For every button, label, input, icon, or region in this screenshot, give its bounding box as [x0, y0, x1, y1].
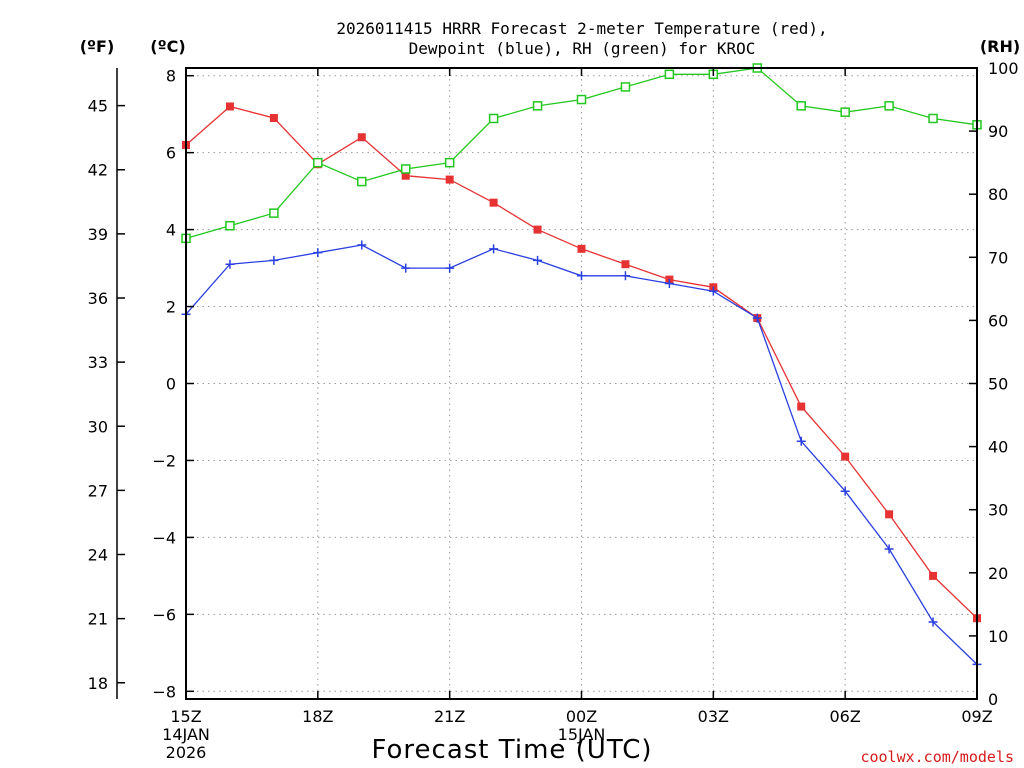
- rh-tick-label: 80: [988, 185, 1008, 204]
- x-tick-sublabel: 14JAN: [162, 725, 210, 744]
- celsius-unit-label: (ºC): [150, 37, 185, 56]
- x-tick-sublabel: 2026: [166, 743, 207, 762]
- fahrenheit-tick-label: 36: [88, 289, 108, 308]
- rh-point: [620, 82, 631, 92]
- dewpoint-point: [269, 255, 279, 265]
- fahrenheit-tick-label: 30: [88, 417, 108, 436]
- rh-tick-label: 90: [988, 122, 1008, 141]
- rh-point: [664, 69, 675, 80]
- temperature-point: [401, 171, 410, 180]
- rh-point: [488, 113, 499, 124]
- rh-point: [400, 164, 411, 174]
- rh-tick-label: 20: [988, 564, 1008, 583]
- x-tick-label: 15Z: [170, 707, 201, 726]
- temperature-point: [621, 260, 630, 269]
- rh-point: [796, 101, 806, 111]
- dewpoint-point: [533, 255, 543, 265]
- dewpoint-point: [225, 259, 235, 269]
- rh-unit-label: (RH): [980, 37, 1020, 56]
- fahrenheit-tick-label: 33: [88, 353, 108, 372]
- temperature-point: [225, 102, 234, 111]
- dewpoint-point: [796, 436, 806, 446]
- series-layer: [181, 63, 982, 669]
- rh-tick-label: 100: [988, 59, 1019, 78]
- chart-title-line1: 2026011415 HRRR Forecast 2-meter Tempera…: [336, 19, 827, 38]
- dewpoint-point: [313, 248, 323, 258]
- fahrenheit-tick-label: 45: [88, 97, 108, 116]
- dewpoint-point: [489, 244, 499, 254]
- grid: [186, 68, 977, 699]
- celsius-tick-label: 0: [166, 375, 176, 394]
- x-axis-label: Forecast Time (UTC): [371, 735, 652, 765]
- temperature-point: [885, 510, 894, 519]
- credit-text: coolwx.com/models: [860, 748, 1014, 766]
- celsius-tick-label: −8: [152, 682, 176, 701]
- fahrenheit-tick-label: 24: [88, 546, 108, 565]
- chart-title-line2: Dewpoint (blue), RH (green) for KROC: [409, 39, 756, 58]
- celsius-tick-label: 4: [166, 221, 176, 240]
- dewpoint-point: [840, 486, 850, 496]
- temperature-point: [797, 402, 806, 411]
- rh-series-line: [185, 67, 978, 240]
- temperature-point: [357, 133, 366, 142]
- rh-point: [532, 101, 543, 111]
- rh-point: [357, 176, 367, 187]
- fahrenheit-tick-label: 18: [88, 674, 108, 693]
- fahrenheit-tick-label: 39: [88, 225, 108, 244]
- temperature-point: [841, 452, 850, 461]
- temperature-point: [533, 225, 542, 234]
- temperature-point: [445, 175, 454, 184]
- x-tick-sublabel: 15JAN: [558, 725, 606, 744]
- rh-tick-label: 50: [988, 375, 1008, 394]
- dewpoint-point: [708, 286, 718, 296]
- rh-tick-label: 40: [988, 438, 1008, 457]
- dewpoint-point: [664, 278, 674, 288]
- x-tick-label: 06Z: [830, 707, 861, 726]
- celsius-tick-label: 2: [166, 298, 176, 317]
- dewpoint-point: [401, 263, 411, 273]
- rh-point: [444, 157, 455, 168]
- dewpoint-point: [577, 271, 586, 281]
- fahrenheit-tick-label: 42: [88, 161, 108, 180]
- dewpoint-point: [884, 544, 894, 554]
- celsius-tick-label: 6: [166, 144, 176, 163]
- rh-point: [576, 94, 587, 105]
- fahrenheit-tick-label: 27: [88, 481, 108, 500]
- rh-tick-label: 60: [988, 311, 1008, 330]
- dewpoint-point: [357, 240, 367, 250]
- fahrenheit-unit-label: (ºF): [80, 37, 115, 56]
- rh-point: [313, 157, 323, 168]
- x-tick-label: 03Z: [698, 707, 729, 726]
- dewpoint-point: [928, 617, 938, 627]
- fahrenheit-tick-label: 21: [88, 610, 108, 629]
- celsius-tick-label: −6: [152, 605, 176, 624]
- rh-point: [928, 113, 938, 124]
- dewpoint-point: [620, 271, 630, 281]
- rh-tick-label: 10: [988, 627, 1008, 646]
- rh-tick-label: 70: [988, 248, 1008, 267]
- temperature-point: [489, 198, 498, 207]
- rh-point: [840, 107, 850, 117]
- x-tick-label: 00Z: [566, 707, 597, 726]
- x-tick-label: 18Z: [302, 707, 333, 726]
- rh-point: [225, 221, 235, 231]
- rh-tick-label: 0: [988, 690, 998, 709]
- dewpoint-point: [445, 263, 455, 273]
- celsius-tick-label: 8: [166, 67, 176, 86]
- temperature-point: [269, 114, 278, 123]
- x-tick-label: 21Z: [434, 707, 465, 726]
- rh-tick-label: 30: [988, 501, 1008, 520]
- x-tick-label: 09Z: [961, 707, 992, 726]
- temperature-point: [929, 571, 938, 580]
- celsius-tick-label: −4: [152, 528, 176, 547]
- rh-point: [269, 208, 279, 218]
- dewpoint-series-line: [185, 244, 978, 665]
- dewpoint-point: [752, 313, 762, 323]
- rh-point: [884, 101, 894, 111]
- temperature-point: [577, 244, 586, 253]
- celsius-tick-label: −2: [152, 451, 176, 470]
